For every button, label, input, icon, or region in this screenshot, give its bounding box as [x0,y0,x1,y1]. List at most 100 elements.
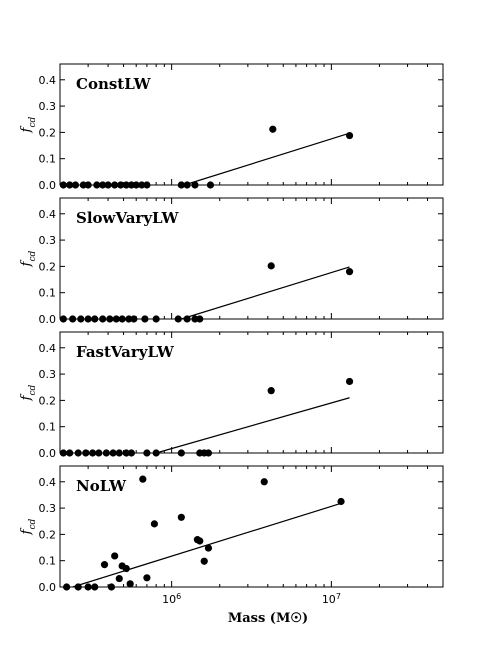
data-point [84,583,92,591]
y-tick-label: 0.4 [39,342,57,355]
data-point [100,561,109,569]
data-point [337,497,345,506]
data-point [111,552,119,560]
y-tick-label: 0.1 [39,153,57,166]
fit-line [184,132,350,186]
data-point [143,449,151,457]
data-point [118,315,126,323]
y-tick-label: 0.2 [39,260,57,273]
panel-frame [59,197,444,320]
data-point [127,449,136,457]
data-point [89,449,97,457]
y-tick-label: 0.0 [39,179,57,192]
data-point [143,574,151,582]
data-point [112,315,120,323]
fit-line [155,397,350,454]
y-tick-label: 0.3 [39,502,57,515]
data-point [122,564,130,573]
data-point [204,449,213,457]
data-point [66,181,74,189]
data-point [345,268,354,276]
y-axis-label: fcd [19,116,38,133]
y-tick-label: 0.2 [39,394,57,407]
data-point [99,315,107,323]
data-point [132,181,140,189]
data-point [77,315,85,323]
data-point [177,449,185,457]
data-point [69,315,77,323]
y-tick-label: 0.3 [39,234,57,247]
data-point [206,181,215,189]
data-point [125,315,133,323]
data-point [177,513,185,521]
data-point [84,181,92,189]
data-point [152,315,160,323]
y-tick-label: 0.3 [39,100,57,113]
data-point [183,181,191,189]
data-point [122,181,130,189]
data-point [345,377,354,386]
data-point [267,387,275,395]
panel-frame [59,331,444,454]
panels-layer: 0.0 0.1 0.2 0.3 0.4 ConstLW fcd 0.0 0.1 0.2 0.3 0.4… [19,63,444,607]
x-tick-label: 106 [162,592,181,607]
data-point [74,449,82,457]
data-point [191,181,199,189]
panel-fastvarylw: 0.0 0.1 0.2 0.3 0.4 FastVaryLW fcd [19,331,444,460]
data-point [269,125,277,133]
data-point [102,449,110,457]
y-tick-label: 0.4 [39,208,57,221]
data-point [152,449,160,457]
data-point [63,583,71,591]
y-tick-label: 0.1 [39,555,57,568]
y-tick-label: 0.2 [39,528,57,541]
panel-frame [59,465,444,588]
data-point [143,181,151,189]
data-point [74,583,82,591]
data-point [115,574,123,583]
y-tick-label: 0.4 [39,74,57,87]
panel-constlw: 0.0 0.1 0.2 0.3 0.4 ConstLW fcd [19,63,444,192]
y-axis-label: fcd [19,250,38,267]
data-point [174,315,182,323]
data-point [200,557,208,565]
panel-slowvarylw: 0.0 0.1 0.2 0.3 0.4 SlowVaryLW fcd [19,197,444,326]
data-point [267,262,275,270]
data-point [130,315,138,323]
data-point [59,315,67,323]
data-point [59,181,67,189]
data-point [115,449,123,457]
data-point [150,520,159,528]
panel-frame [59,63,444,186]
data-point [138,181,146,189]
data-point [107,583,116,591]
panel-label: NoLW [76,477,127,495]
data-point [95,449,103,457]
panel-label: FastVaryLW [76,343,175,361]
y-tick-label: 0.0 [39,447,57,460]
x-axis-label: Mass (M☉) [228,611,308,626]
data-point [139,475,147,483]
y-tick-label: 0.4 [39,476,57,489]
data-point [109,449,117,457]
y-tick-label: 0.0 [39,581,57,594]
data-point [104,181,112,189]
data-point [71,181,80,189]
data-point [117,181,125,189]
data-point [84,315,92,323]
data-point [177,181,185,189]
panel-nolw: 0.0 0.1 0.2 0.3 0.4 NoLW fcd 106 107 [19,465,444,607]
data-point [106,315,114,323]
y-axis-label: fcd [19,384,38,401]
data-point [91,583,99,591]
data-point [196,315,204,323]
y-tick-label: 0.0 [39,313,57,326]
y-axis-label: fcd [19,518,38,535]
data-point [183,315,191,323]
data-point [204,544,213,552]
x-tick-label: 107 [322,592,341,607]
data-point [111,181,119,189]
data-point [345,131,354,140]
fit-line [181,266,350,320]
